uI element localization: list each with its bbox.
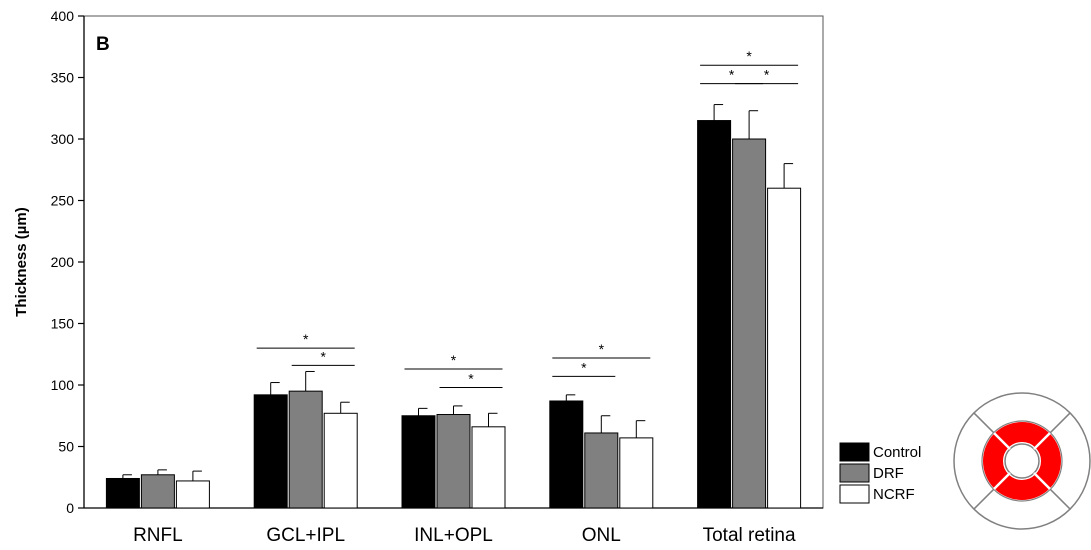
y-tick-label: 150 <box>51 316 75 332</box>
bars <box>105 104 802 509</box>
x-category-label: INL+OPL <box>414 525 493 546</box>
x-category-label: ONL <box>582 525 621 546</box>
inner-sector-divider <box>1033 472 1051 490</box>
bar-drf <box>140 474 175 509</box>
x-axis: RNFL GCL+IPL INL+OPL ONL Total retina <box>84 507 823 546</box>
panel-label: B <box>96 34 110 55</box>
bar-drf <box>584 432 619 509</box>
bar-control <box>549 400 584 509</box>
inner-sector-divider <box>993 472 1011 490</box>
significance-star: * <box>451 352 457 368</box>
legend-swatch-drf <box>839 463 870 483</box>
significance-markers: * * * * * * * * * <box>256 48 799 388</box>
sector-divider <box>1049 412 1071 434</box>
y-tick-label: 350 <box>51 70 75 86</box>
bar-drf <box>732 138 767 509</box>
retina-sector-map-icon <box>953 392 1091 530</box>
sector-divider <box>973 488 995 510</box>
legend-swatch-control <box>839 442 870 462</box>
ring-outline <box>981 420 1063 502</box>
legend-label-control: Control <box>873 444 921 461</box>
bar-control <box>105 477 140 509</box>
bar-drf <box>288 390 323 509</box>
y-tick-label: 100 <box>51 377 75 393</box>
significance-star: * <box>468 370 474 386</box>
y-tick-label: 250 <box>51 193 75 209</box>
bar-ncrf <box>175 480 210 509</box>
significance-star: * <box>599 341 605 357</box>
y-tick-label: 300 <box>51 131 75 147</box>
x-category-label: Total retina <box>703 525 796 546</box>
y-axis-label: Thickness (µm) <box>13 207 30 317</box>
y-tick-label: 400 <box>51 8 75 24</box>
sector-divider <box>973 412 995 434</box>
legend-label-drf: DRF <box>873 465 904 482</box>
significance-star: * <box>764 67 770 83</box>
y-tick-label: 0 <box>66 500 74 516</box>
inner-sector-divider <box>993 432 1011 450</box>
legend-swatch-ncrf <box>839 484 870 504</box>
bar-ncrf <box>767 187 802 509</box>
bar-control <box>697 120 732 509</box>
bar-ncrf <box>619 437 654 509</box>
significance-star: * <box>581 359 587 375</box>
significance-star: * <box>320 348 326 364</box>
red-inner-ring <box>983 422 1061 500</box>
sector-divider <box>1049 488 1071 510</box>
significance-star: * <box>746 48 752 64</box>
inner-sector-divider <box>1033 432 1051 450</box>
legend-label-ncrf: NCRF <box>873 486 915 503</box>
y-tick-label: 200 <box>51 254 75 270</box>
bar-ncrf <box>471 426 506 509</box>
legend: Control DRF NCRF <box>839 442 921 504</box>
bar-control <box>401 415 436 509</box>
x-category-label: RNFL <box>133 525 183 546</box>
bar-ncrf <box>323 412 358 509</box>
bar-drf <box>436 414 471 509</box>
x-category-label: GCL+IPL <box>266 525 345 546</box>
y-tick-label: 50 <box>58 439 74 455</box>
significance-star: * <box>729 67 735 83</box>
significance-star: * <box>303 331 309 347</box>
bar-control <box>253 394 288 509</box>
fovea-circle <box>1004 443 1040 479</box>
